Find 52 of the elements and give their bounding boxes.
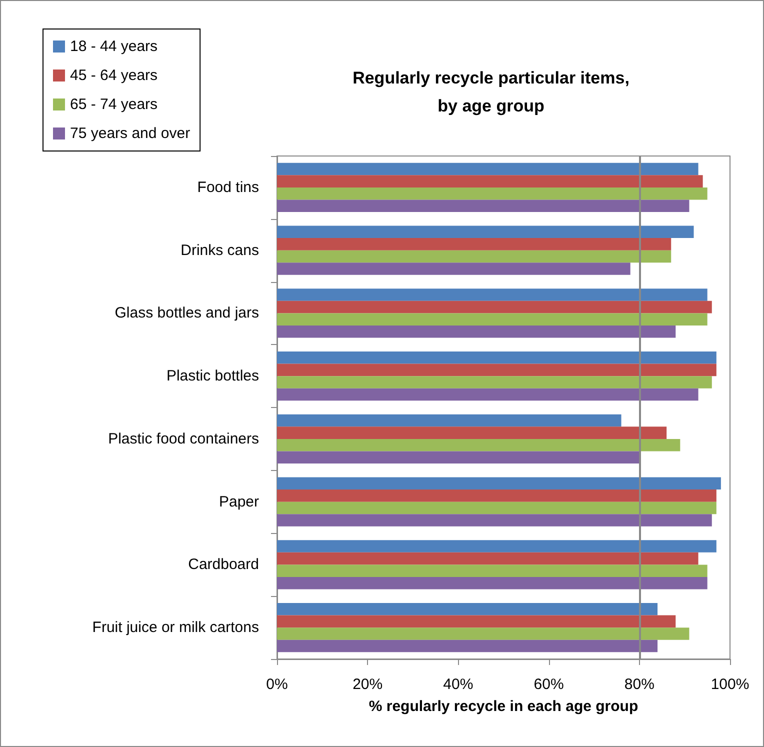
y-tick-label: Drinks cans <box>180 242 259 259</box>
bar <box>277 288 708 301</box>
bar <box>277 502 716 514</box>
y-tick-label: Glass bottles and jars <box>114 304 259 322</box>
y-tick-label: Fruit juice or milk cartons <box>92 619 259 636</box>
x-axis-title: % regularly recycle in each age group <box>368 698 638 715</box>
bar <box>277 490 716 502</box>
bar <box>277 451 640 464</box>
x-tick-label: 60% <box>534 676 564 693</box>
legend-label: 45 - 64 years <box>70 67 158 84</box>
bar <box>277 226 694 238</box>
y-tick-label: Cardboard <box>188 556 259 574</box>
bar <box>277 313 708 326</box>
bar <box>277 388 698 401</box>
bar <box>277 540 716 552</box>
legend-label: 75 years and over <box>70 125 190 142</box>
bar <box>277 438 680 452</box>
bar <box>277 250 672 263</box>
bar <box>277 175 703 188</box>
y-tick-label: Paper <box>218 493 259 510</box>
x-tick-label: 20% <box>352 676 383 693</box>
bar <box>277 603 658 616</box>
bar <box>277 200 690 212</box>
bar <box>277 352 716 364</box>
bar <box>277 187 708 200</box>
bar <box>277 477 721 490</box>
bar <box>277 376 712 388</box>
bar <box>277 640 658 652</box>
bar <box>277 325 676 338</box>
bar <box>277 576 708 590</box>
y-tick-label: Plastic food containers <box>108 430 259 448</box>
x-tick-label: 0% <box>266 676 288 693</box>
x-tick-label: 80% <box>624 676 654 693</box>
x-tick-label: 100% <box>710 676 750 693</box>
bar <box>277 238 672 250</box>
bar <box>277 615 676 628</box>
bar <box>277 262 630 275</box>
bar <box>277 300 712 314</box>
chart-title: Regularly recycle particular items, by age group <box>352 68 630 116</box>
bar <box>277 414 622 427</box>
y-tick-label: Food tins <box>197 178 259 196</box>
legend-label: 18 - 44 years <box>70 38 158 55</box>
bar <box>277 564 708 577</box>
bar <box>277 426 667 439</box>
bar <box>277 628 690 640</box>
bar <box>277 364 716 376</box>
bar <box>277 552 698 565</box>
legend-label: 65 - 74 years <box>70 96 158 113</box>
y-tick-label: Plastic bottles <box>166 368 259 385</box>
x-tick-label: 40% <box>443 676 474 693</box>
bar <box>277 162 698 176</box>
bar <box>277 514 712 526</box>
